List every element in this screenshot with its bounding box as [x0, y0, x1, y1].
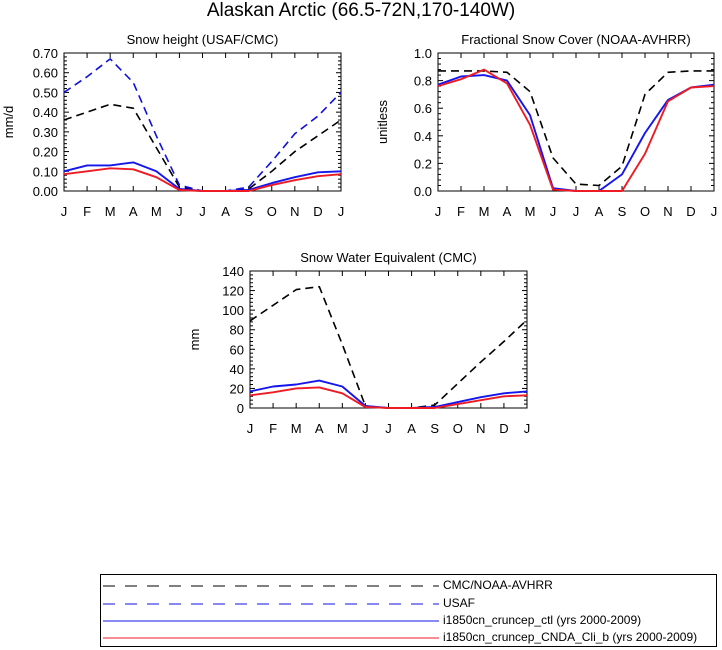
y-tick-label: 0.40 [33, 105, 58, 120]
x-tick-label: N [476, 421, 485, 436]
x-tick-label: J [385, 421, 392, 436]
y-tick-label: 0.50 [33, 85, 58, 100]
x-tick-label: A [503, 204, 512, 219]
x-tick-label: J [176, 204, 183, 219]
x-tick-label: D [499, 421, 508, 436]
y-tick-label: 140 [222, 264, 244, 279]
x-tick-label: O [267, 204, 277, 219]
chart-title: Fractional Snow Cover (NOAA-AVHRR) [461, 32, 690, 47]
legend-item-ctl: i1850cn_cruncep_ctl (yrs 2000-2009) [101, 612, 716, 628]
legend-item-cnda: i1850cn_cruncep_CNDA_Cli_b (yrs 2000-200… [101, 629, 716, 645]
x-tick-label: J [199, 204, 206, 219]
legend-label-obs: CMC/NOAA-AVHRR [443, 578, 553, 592]
plot-frame [63, 52, 342, 192]
y-tick-label: 0.2 [414, 156, 432, 171]
x-tick-label: S [618, 204, 627, 219]
main-title: Alaskan Arctic (66.5-72N,170-140W) [206, 0, 516, 21]
x-tick-label: N [290, 204, 299, 219]
series-line-ctl [437, 74, 715, 192]
x-tick-label: A [407, 421, 416, 436]
x-tick-label: J [524, 421, 531, 436]
x-tick-label: A [315, 421, 324, 436]
x-tick-label: J [711, 204, 718, 219]
x-tick-label: O [453, 421, 463, 436]
x-tick-label: F [269, 421, 277, 436]
x-tick-label: M [525, 204, 536, 219]
plot-frame [437, 52, 715, 192]
legend-item-usaf: USAF [101, 595, 716, 611]
y-tick-label: 40 [230, 362, 244, 377]
series-line-cnda [63, 167, 342, 192]
chart-title: Snow height (USAF/CMC) [127, 32, 279, 47]
y-tick-label: 0.20 [33, 145, 58, 160]
x-tick-label: A [221, 204, 230, 219]
y-tick-label: 60 [230, 342, 244, 357]
y-tick-label: 0.6 [414, 101, 432, 116]
x-tick-label: J [362, 421, 369, 436]
x-tick-label: J [550, 204, 557, 219]
x-tick-label: O [640, 204, 650, 219]
legend-label-cnda: i1850cn_cruncep_CNDA_Cli_b (yrs 2000-200… [443, 630, 698, 644]
x-tick-label: M [151, 204, 162, 219]
y-tick-label: 0.00 [33, 184, 58, 199]
y-tick-label: 0.10 [33, 164, 58, 179]
x-tick-label: M [337, 421, 348, 436]
x-tick-label: D [313, 204, 322, 219]
chart-swe: Snow Water Equivalent (CMC) mm 0 20 40 60 80 10… [187, 250, 530, 436]
x-tick-label: F [83, 204, 91, 219]
legend: CMC/NOAA-AVHRR USAF i1850cn_cruncep_ctl … [100, 574, 717, 647]
y-axis-label: mm [187, 329, 202, 351]
series-line-cnda [437, 68, 715, 192]
y-tick-label: 0.8 [414, 74, 432, 89]
chart-title: Snow Water Equivalent (CMC) [300, 250, 477, 265]
x-tick-label: A [129, 204, 138, 219]
y-tick-label: 0.30 [33, 125, 58, 140]
series-line-ctl [249, 379, 528, 409]
legend-label-ctl: i1850cn_cruncep_ctl (yrs 2000-2009) [443, 613, 642, 627]
x-tick-label: M [105, 204, 116, 219]
x-tick-label: J [61, 204, 68, 219]
legend-label-usaf: USAF [443, 596, 476, 610]
x-tick-label: F [457, 204, 465, 219]
y-axis-label: unitless [375, 99, 390, 144]
y-tick-label: 100 [222, 303, 244, 318]
series-line-cnda [249, 386, 528, 409]
plot-frame [249, 270, 528, 409]
legend-item-obs: CMC/NOAA-AVHRR [101, 577, 716, 593]
y-tick-label: 20 [230, 381, 244, 396]
series-line-usaf [63, 58, 342, 192]
chart-snow-height: Snow height (USAF/CMC) mm/d 0.00 0.10 0.20 0.… [1, 32, 344, 219]
x-tick-label: D [686, 204, 695, 219]
y-tick-label: 0.70 [33, 46, 58, 61]
x-tick-label: J [247, 421, 254, 436]
series-line-obs [63, 103, 342, 192]
x-tick-label: N [663, 204, 672, 219]
x-tick-label: S [244, 204, 253, 219]
x-tick-label: J [338, 204, 345, 219]
series-line-ctl [63, 161, 342, 192]
y-tick-label: 0 [237, 401, 244, 416]
y-tick-label: 120 [222, 284, 244, 299]
y-tick-label: 80 [230, 323, 244, 338]
x-tick-label: J [435, 204, 442, 219]
y-tick-label: 0.60 [33, 66, 58, 81]
y-axis-label: mm/d [1, 106, 16, 139]
x-tick-label: M [291, 421, 302, 436]
series-line-obs [438, 70, 714, 187]
series-line-obs [249, 285, 528, 409]
x-tick-label: A [595, 204, 604, 219]
x-tick-label: S [430, 421, 439, 436]
y-tick-label: 0.4 [414, 129, 432, 144]
x-tick-label: J [573, 204, 580, 219]
x-tick-label: M [479, 204, 490, 219]
y-tick-label: 0.0 [414, 184, 432, 199]
y-tick-label: 1.0 [414, 46, 432, 61]
chart-snow-cover: Fractional Snow Cover (NOAA-AVHRR) unitle… [375, 32, 717, 219]
